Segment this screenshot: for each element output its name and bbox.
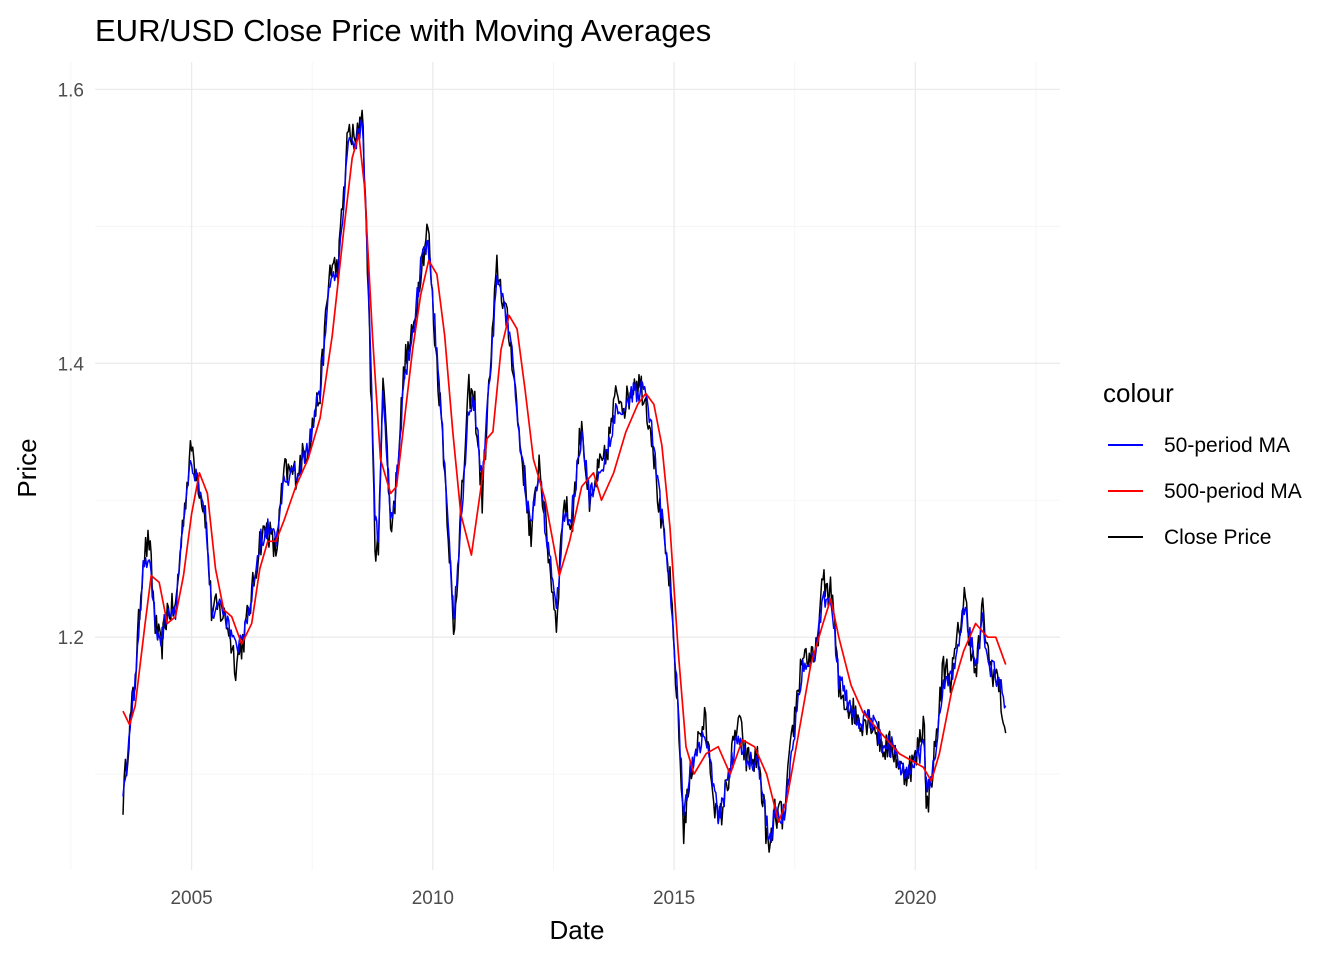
legend-label: 50-period MA xyxy=(1164,434,1290,457)
legend-label: 500-period MA xyxy=(1164,480,1302,503)
x-axis-ticks: 2005 2010 2015 2020 xyxy=(170,888,936,909)
legend-label: Close Price xyxy=(1164,526,1271,549)
x-tick-label: 2010 xyxy=(412,888,454,909)
x-axis-title: Date xyxy=(550,915,605,945)
legend: colour 50-period MA 500-period MA Close Pr… xyxy=(1103,378,1302,549)
legend-entries: 50-period MA 500-period MA Close Price xyxy=(1108,434,1302,549)
series-line-50-period-ma xyxy=(122,119,1007,844)
y-tick-label: 1.2 xyxy=(58,628,84,649)
y-tick-label: 1.6 xyxy=(58,80,84,101)
y-axis-ticks: 1.2 1.4 1.6 xyxy=(58,80,85,649)
chart-title: EUR/USD Close Price with Moving Averages xyxy=(95,13,711,48)
x-tick-label: 2005 xyxy=(170,888,212,909)
x-tick-label: 2020 xyxy=(894,888,936,909)
legend-title: colour xyxy=(1103,378,1174,408)
series-layer xyxy=(122,109,1007,853)
y-tick-label: 1.4 xyxy=(58,354,85,375)
grid xyxy=(70,62,1060,870)
series-line-500-period-ma xyxy=(122,133,1007,823)
x-tick-label: 2015 xyxy=(653,888,695,909)
y-axis-title: Price xyxy=(12,438,42,497)
